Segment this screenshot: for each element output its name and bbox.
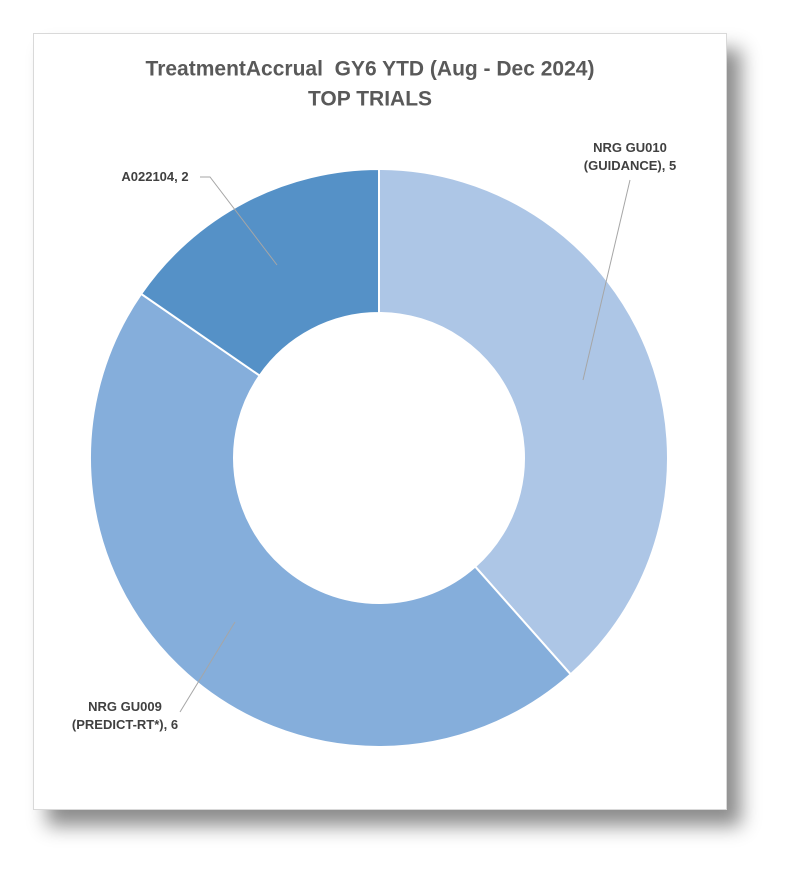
data-label: NRG GU009 (PREDICT-RT*), 6 (71, 699, 179, 732)
leader-line (200, 176, 278, 266)
donut-slice (378, 167, 669, 676)
donut-slice (139, 167, 380, 378)
leader-line (582, 179, 631, 381)
donut-slice (89, 292, 573, 748)
chart-subtitle: TOP TRIALS (308, 88, 432, 111)
data-label: NRG GU010 (GUIDANCE), 5 (583, 140, 677, 173)
chart-title: TreatmentAccrual GY6 YTD (Aug - Dec 2024… (146, 58, 595, 81)
data-label: A022104, 2 (121, 169, 189, 184)
leader-line (179, 621, 236, 713)
